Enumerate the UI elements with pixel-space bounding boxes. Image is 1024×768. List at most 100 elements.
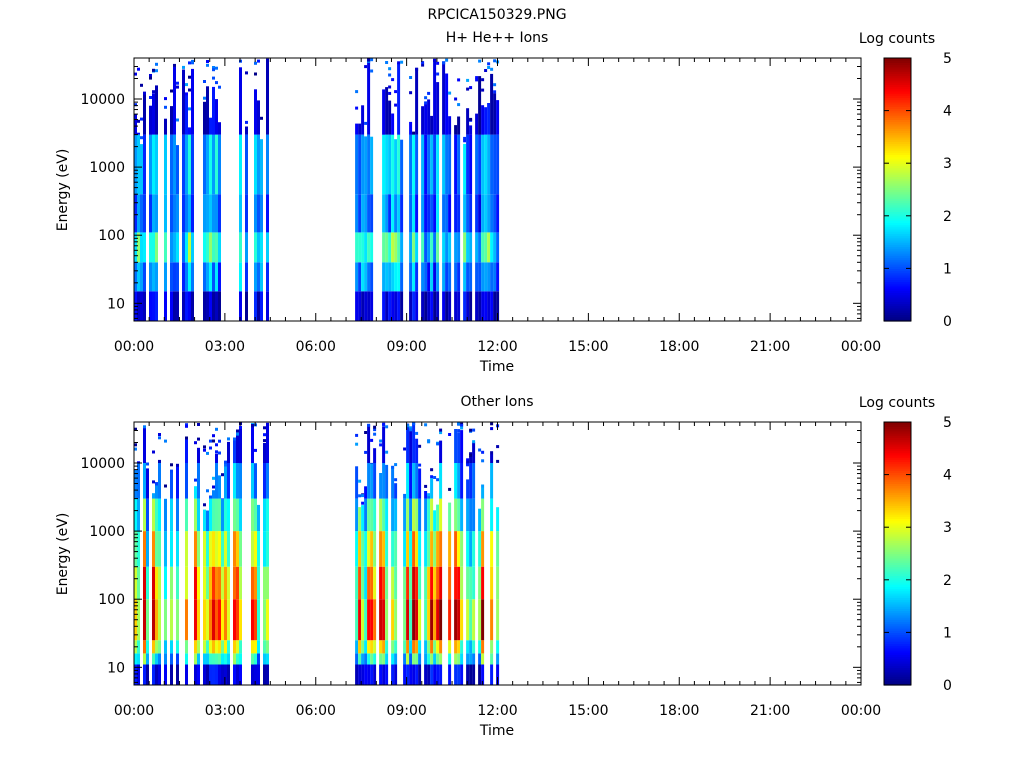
spectrogram-cell [370, 599, 374, 641]
spectrogram-cell [143, 498, 146, 532]
spectrogram-cell [382, 134, 386, 195]
spectrogram-cell [427, 640, 431, 654]
spectrogram-cell [469, 455, 473, 463]
spectrogram-cell [137, 134, 140, 195]
spectrogram-cell [182, 65, 185, 69]
spectrogram-cell [358, 640, 362, 654]
colorbar-swatch [884, 207, 911, 210]
spectrogram-cell [164, 262, 167, 292]
spectrogram-cell [358, 232, 362, 263]
spectrogram-cell [496, 507, 500, 532]
x-axis-label: Time [479, 723, 514, 739]
colorbar-swatch [884, 674, 911, 677]
spectrogram-cell [478, 599, 482, 641]
spectrogram-cell [412, 653, 416, 665]
spectrogram-cell [430, 262, 434, 292]
spectrogram-cell [266, 653, 269, 665]
colorbar-swatch [884, 73, 911, 77]
spectrogram-cell [496, 459, 500, 463]
spectrogram-cell [188, 262, 191, 292]
colorbar-tick-label: 2 [943, 573, 952, 589]
spectrogram-cell [484, 291, 488, 321]
spectrogram-cell [457, 262, 461, 292]
colorbar-label: Log counts [859, 31, 935, 47]
colorbar-swatch [884, 189, 911, 193]
spectrogram-cell [367, 664, 371, 685]
spectrogram-cell [143, 232, 146, 263]
spectrogram-cell [394, 139, 398, 195]
spectrogram-cell [266, 531, 269, 567]
spectrogram-cell [152, 531, 155, 567]
spectrogram-cell [433, 566, 437, 600]
colorbar-swatch [884, 432, 911, 436]
spectrogram-cell [182, 69, 185, 135]
spectrogram-cell [415, 498, 419, 532]
spectrogram-cell [239, 640, 242, 654]
spectrogram-cell [496, 566, 500, 600]
spectrogram-cell [257, 599, 260, 641]
spectrogram-cell [266, 498, 269, 532]
spectrogram-cell [484, 107, 488, 135]
spectrogram-cell [478, 508, 482, 532]
spectrogram-cell [424, 101, 428, 105]
spectrogram-cell [379, 439, 383, 443]
spectrogram-cell [469, 194, 473, 233]
colorbar-swatch [884, 235, 911, 239]
spectrogram-cell [373, 653, 377, 665]
spectrogram-cell [361, 232, 365, 263]
spectrogram-cell [254, 232, 257, 263]
spectrogram-cell [173, 291, 176, 321]
spectrogram-cell [215, 81, 218, 85]
spectrogram-cell [257, 59, 260, 63]
spectrogram-cell [215, 566, 218, 600]
spectrogram-cell [460, 531, 464, 567]
spectrogram-cell [427, 262, 431, 292]
spectrogram-cell [224, 463, 227, 499]
spectrogram-cell [254, 498, 257, 532]
spectrogram-cell [457, 531, 461, 567]
spectrogram-cell [436, 504, 440, 532]
colorbar-swatch [884, 215, 911, 219]
spectrogram-cell [251, 664, 254, 685]
spectrogram-cell [209, 498, 212, 532]
spectrogram-cell [233, 437, 236, 441]
spectrogram-cell [415, 67, 419, 71]
colorbar-swatch [884, 128, 911, 131]
spectrogram-cell [164, 640, 167, 654]
spectrogram-cell [185, 436, 188, 440]
colorbar-swatch [884, 671, 911, 675]
spectrogram-cell [224, 531, 227, 567]
spectrogram-cell [155, 640, 158, 654]
spectrogram-cell [391, 113, 395, 135]
spectrogram-cell [415, 463, 419, 499]
colorbar-swatch [884, 152, 911, 156]
colorbar-swatch [884, 612, 911, 616]
spectrogram-cell [457, 432, 461, 463]
colorbar-swatch [884, 288, 911, 291]
spectrogram-cell [197, 531, 200, 567]
spectrogram-cell [191, 262, 194, 292]
spectrogram-cell [209, 531, 212, 567]
spectrogram-cell [185, 194, 188, 233]
spectrogram-cell [212, 439, 215, 443]
spectrogram-cell [185, 291, 188, 321]
spectrogram-cell [385, 566, 389, 600]
spectrogram-cell [254, 664, 257, 685]
spectrogram-cell [382, 640, 386, 654]
spectrogram-cell [481, 78, 485, 82]
spectrogram-cell [463, 291, 467, 321]
spectrogram-cell [137, 291, 140, 321]
spectrogram-cell [254, 134, 257, 195]
spectrogram-cell [233, 463, 236, 499]
spectrogram-cell [496, 445, 500, 449]
colorbar-swatch [884, 246, 911, 250]
colorbar-swatch [884, 239, 911, 243]
spectrogram-cell [254, 72, 257, 76]
spectrogram-cell [370, 232, 374, 263]
colorbar-swatch [884, 77, 911, 81]
spectrogram-cell [206, 262, 209, 292]
spectrogram-cell [257, 100, 260, 135]
colorbar-swatch [884, 147, 911, 151]
spectrogram-cell [245, 120, 248, 124]
spectrogram-cell [385, 498, 389, 532]
